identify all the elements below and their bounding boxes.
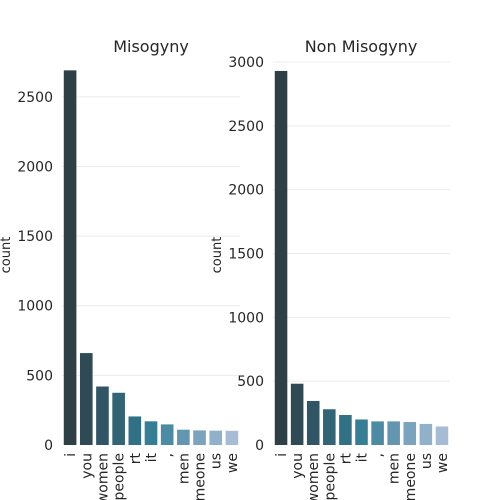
y-tick-label: 500 — [237, 374, 264, 390]
x-tick-label: men — [176, 453, 192, 484]
x-tick-label: you — [79, 453, 95, 479]
bar-men — [177, 429, 190, 445]
y-tick-label: 1000 — [228, 310, 264, 326]
bar-comma — [160, 424, 174, 445]
x-tick-label: you — [290, 453, 306, 479]
panel-non-misogyny: Non Misogyny count 0 500 1000 1500 2000 2500 300… — [210, 37, 451, 500]
bar-women — [96, 386, 109, 445]
bar-people — [112, 392, 125, 445]
y-tick-label: 1500 — [17, 229, 53, 245]
y-tick-label: 0 — [44, 438, 53, 454]
bar-us — [209, 430, 223, 445]
y-tick-label: 1000 — [17, 299, 53, 315]
bar-it — [144, 421, 158, 445]
bar-women — [306, 400, 320, 445]
x-tick-label: , — [371, 453, 387, 457]
bar-you — [290, 383, 304, 445]
x-tick-label: us — [419, 453, 435, 469]
x-tick-label: we — [225, 453, 241, 473]
x-tick-label: we — [435, 453, 451, 473]
bar-someone — [193, 430, 206, 445]
bar-comma — [371, 421, 384, 445]
bar-someone — [403, 422, 417, 445]
x-tick-label: us — [209, 453, 225, 469]
x-tick-label: rt — [338, 452, 354, 464]
bar-men — [387, 421, 400, 445]
y-tick-label: 2500 — [17, 90, 53, 106]
x-tick-label: it — [355, 453, 371, 463]
y-tick-label: 1500 — [228, 247, 264, 263]
bar-i — [63, 70, 77, 446]
bar-we — [435, 426, 449, 445]
x-tick-label: it — [144, 453, 160, 463]
x-tick-label: women — [306, 453, 322, 500]
bar-it — [355, 419, 368, 445]
y-tick-label: 0 — [255, 438, 264, 454]
bar-we — [225, 430, 239, 445]
x-tick-label: men — [387, 453, 403, 484]
y-axis-label: count — [210, 237, 225, 274]
panel-misogyny: Misogyny count 0 500 1000 1500 2000 2500 i you wom… — [0, 37, 241, 500]
y-axis-label: count — [0, 237, 14, 274]
chart-title: Non Misogyny — [305, 37, 418, 56]
x-tick-label: , — [160, 453, 176, 457]
x-tick-label: women — [95, 453, 111, 500]
y-tick-label: 500 — [26, 368, 53, 384]
x-tick-label: i — [63, 453, 79, 457]
x-tick-label: i — [274, 453, 290, 457]
bar-you — [79, 353, 93, 445]
bar-people — [323, 409, 336, 445]
x-tick-label: someone — [193, 453, 209, 500]
bar-rt — [339, 414, 352, 445]
bar-us — [419, 423, 433, 445]
x-tick-label: someone — [403, 453, 419, 500]
y-tick-label: 3000 — [228, 55, 264, 71]
x-tick-label: people — [322, 453, 338, 500]
chart-title: Misogyny — [113, 37, 189, 56]
x-tick-label: people — [112, 453, 128, 500]
y-tick-label: 2500 — [228, 119, 264, 135]
y-tick-label: 2000 — [17, 159, 53, 175]
y-tick-label: 2000 — [228, 183, 264, 199]
bar-i — [274, 70, 288, 445]
bar-rt — [128, 416, 142, 445]
x-tick-label: rt — [128, 452, 144, 464]
